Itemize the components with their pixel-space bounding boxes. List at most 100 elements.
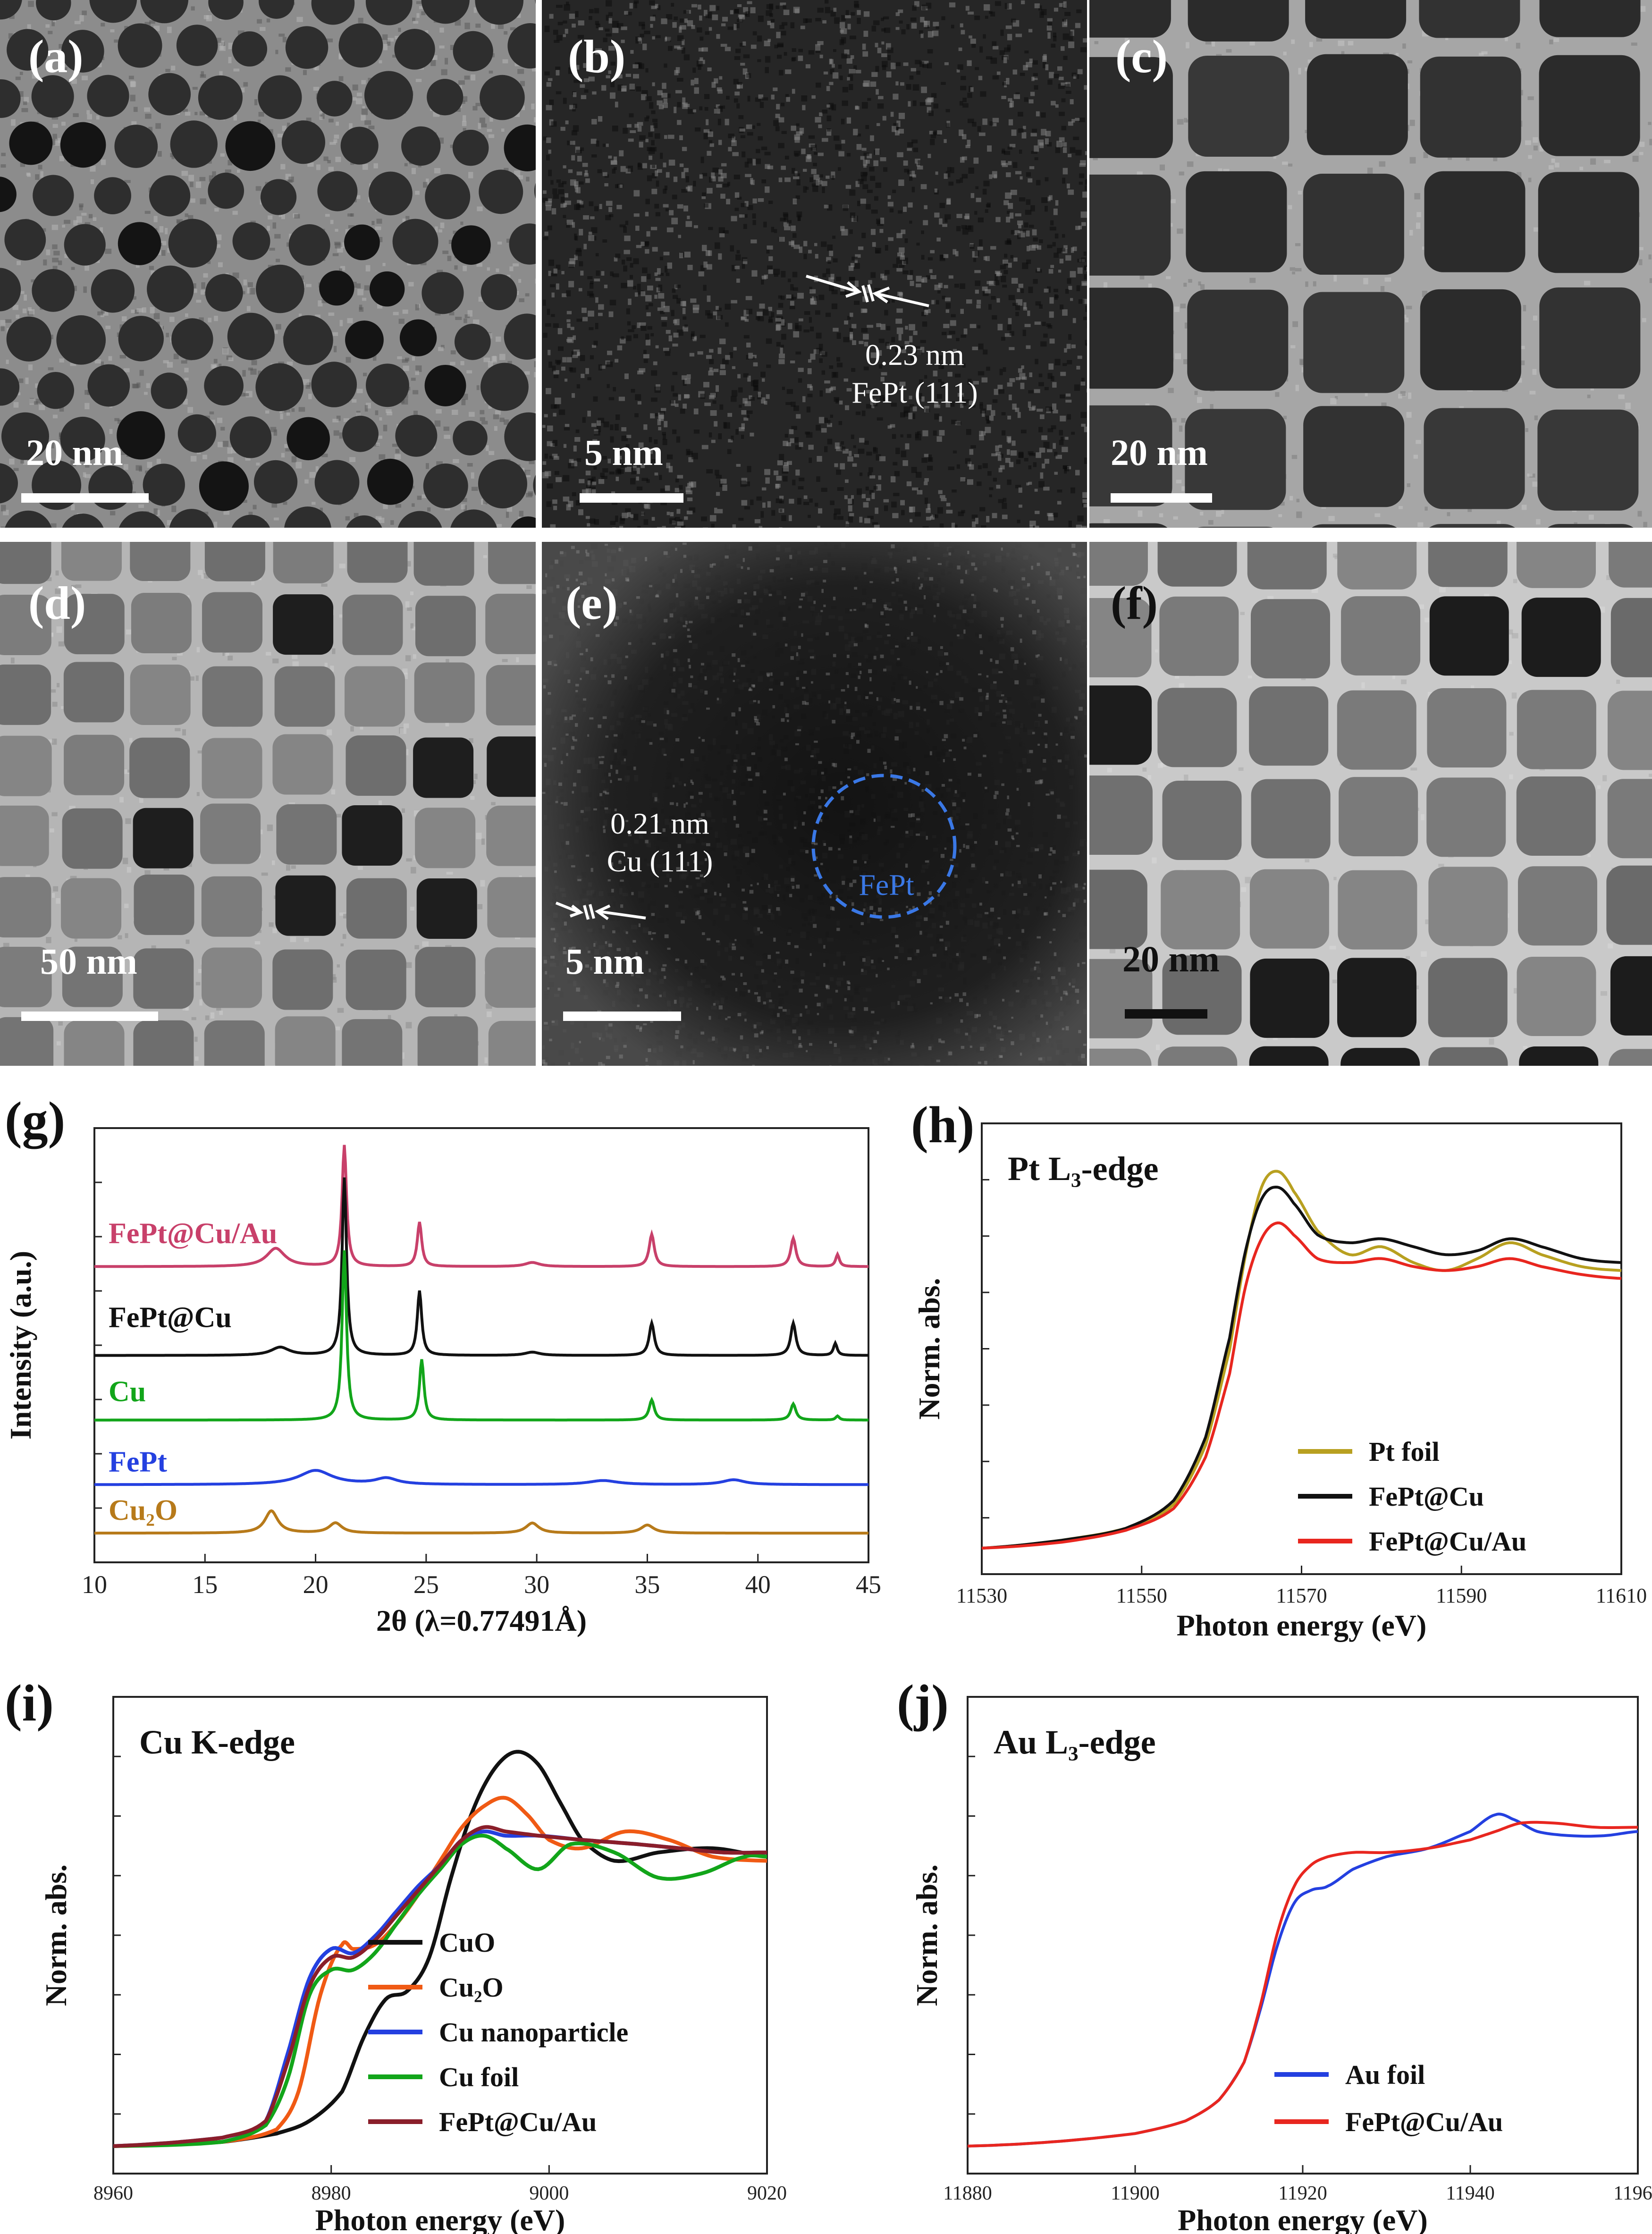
tem-panel-f: (f) 20 nm bbox=[1089, 542, 1652, 1066]
x-tick-label: 9020 bbox=[747, 2183, 787, 2204]
x-tick-label: 45 bbox=[856, 1570, 881, 1599]
legend-entry: Cu foil bbox=[439, 2062, 519, 2092]
x-tick-label: 11920 bbox=[1278, 2183, 1327, 2204]
tem-image-f bbox=[1089, 542, 1652, 1066]
fept-core-label: FePt bbox=[859, 868, 914, 902]
pt-l3-edge-chart: 11530 11550 11570 11590 11610 Photon energy (… bbox=[911, 1096, 1647, 1642]
tem-image-c bbox=[1089, 0, 1652, 528]
edge-title: Cu K-edge bbox=[139, 1723, 295, 1761]
series-label: Cu₂O bbox=[109, 1494, 177, 1526]
series-line bbox=[981, 1170, 1622, 1550]
panel-label: (h) bbox=[911, 1096, 974, 1154]
x-tick-label: 35 bbox=[634, 1570, 660, 1599]
x-tick-label: 11610 bbox=[1596, 1584, 1647, 1607]
tem-image-a bbox=[0, 0, 536, 528]
xrd-chart: 10 15 20 25 30 35 40 45 2θ (λ=0.77491Å) Intensity… bbox=[4, 1091, 881, 1637]
series-line bbox=[94, 1469, 868, 1486]
x-axis-label: Photon energy (eV) bbox=[1177, 1609, 1427, 1642]
series-line bbox=[981, 1221, 1622, 1550]
plot-frame bbox=[93, 1127, 869, 1563]
tem-panel-a: (a) 20 nm bbox=[0, 0, 536, 528]
x-tick-label: 15 bbox=[192, 1570, 218, 1599]
series-line bbox=[113, 1825, 767, 2148]
x-tick-label: 11900 bbox=[1111, 2183, 1159, 2204]
y-axis-label: Norm. abs. bbox=[912, 1278, 946, 1419]
series-line bbox=[113, 1796, 767, 2148]
scale-bar-d bbox=[21, 1012, 158, 1021]
y-axis-label: Intensity (a.u.) bbox=[4, 1251, 37, 1440]
x-tick-label: 8960 bbox=[93, 2183, 133, 2204]
x-tick-label: 10 bbox=[82, 1570, 107, 1599]
tem-image-d bbox=[0, 542, 536, 1066]
lattice-arrows-b bbox=[806, 275, 929, 307]
panel-label-e: (e) bbox=[565, 577, 618, 629]
lattice-arrows-e bbox=[555, 902, 646, 920]
y-axis-label: Norm. abs. bbox=[39, 1864, 73, 2006]
plot-frame bbox=[967, 1696, 1639, 2175]
x-tick-label: 20 bbox=[303, 1570, 329, 1599]
series-line bbox=[94, 1509, 868, 1535]
tem-panel-c: (c) 20 nm bbox=[1089, 0, 1652, 528]
series-line bbox=[981, 1185, 1622, 1550]
edge-title: Au L₃-edge bbox=[994, 1723, 1156, 1761]
x-tick-label: 40 bbox=[745, 1570, 771, 1599]
tem-panel-d: (d) 50 nm bbox=[0, 542, 536, 1066]
x-tick-label: 25 bbox=[413, 1570, 439, 1599]
panel-label: (j) bbox=[897, 1674, 949, 1732]
series-label: Cu bbox=[109, 1376, 146, 1408]
legend-entry: Cu nanoparticle bbox=[439, 2017, 628, 2048]
au-l3-edge-chart: 11880 11900 11920 11940 11960 Photon energy (… bbox=[897, 1674, 1652, 2234]
scale-bar-label-c: 20 nm bbox=[1111, 432, 1208, 473]
fept-core-circle bbox=[811, 774, 957, 919]
scale-bar-label-f: 20 nm bbox=[1122, 938, 1220, 979]
x-tick-label: 11940 bbox=[1446, 2183, 1494, 2204]
panel-label-b: (b) bbox=[568, 30, 626, 83]
panel-label-f: (f) bbox=[1111, 577, 1158, 629]
xanes-panel-j: 11880 11900 11920 11940 11960 Photon energy (… bbox=[883, 1654, 1652, 2234]
xrd-panel-g: 10 15 20 25 30 35 40 45 2θ (λ=0.77491Å) Intensity… bbox=[0, 1071, 883, 1652]
legend-entry: FePt@Cu bbox=[1369, 1481, 1484, 1512]
x-tick-label: 11880 bbox=[943, 2183, 992, 2204]
x-tick-label: 9000 bbox=[529, 2183, 569, 2204]
xanes-panel-h: 11530 11550 11570 11590 11610 Photon energy (… bbox=[883, 1071, 1652, 1652]
series-line bbox=[94, 1250, 868, 1422]
legend-entry: Au foil bbox=[1345, 2059, 1425, 2090]
x-axis-label: Photon energy (eV) bbox=[1178, 2203, 1428, 2234]
legend-entry: FePt@Cu/Au bbox=[439, 2107, 597, 2137]
plot-frame bbox=[981, 1122, 1622, 1575]
legend-entry: Pt foil bbox=[1369, 1436, 1440, 1467]
series-line bbox=[94, 1177, 868, 1357]
x-tick-label: 30 bbox=[524, 1570, 549, 1599]
series-line bbox=[967, 1812, 1638, 2148]
tem-panel-b: (b) 0.23 nm FePt (111) 5 nm bbox=[542, 0, 1087, 528]
series-line bbox=[94, 1145, 868, 1268]
y-axis-label: Norm. abs. bbox=[910, 1864, 944, 2006]
lattice-plane-b: FePt (111) bbox=[851, 376, 978, 409]
legend-entry: Cu₂O bbox=[439, 1972, 504, 2003]
x-tick-label: 11550 bbox=[1116, 1584, 1167, 1607]
edge-title: Pt L₃-edge bbox=[1008, 1150, 1159, 1188]
series-label: FePt@Cu/Au bbox=[109, 1217, 277, 1249]
x-tick-label: 11590 bbox=[1436, 1584, 1487, 1607]
panel-label-d: (d) bbox=[28, 577, 86, 629]
tem-panel-e: (e) 0.21 nm Cu (111) FePt 5 nm bbox=[542, 542, 1087, 1066]
x-tick-label: 8980 bbox=[312, 2183, 351, 2204]
tem-image-b bbox=[542, 0, 1087, 528]
panel-label: (i) bbox=[5, 1674, 54, 1732]
scale-bar-b bbox=[580, 493, 683, 503]
legend-entry: FePt@Cu/Au bbox=[1369, 1526, 1526, 1557]
x-tick-label: 11530 bbox=[956, 1584, 1007, 1607]
x-tick-label: 11570 bbox=[1276, 1584, 1327, 1607]
scale-bar-label-a: 20 nm bbox=[26, 432, 123, 473]
legend-entry: CuO bbox=[439, 1927, 495, 1958]
xanes-panel-i: 8960 8980 9000 9020 Photon energy (eV) Norm. … bbox=[0, 1654, 883, 2234]
x-axis-label: 2θ (λ=0.77491Å) bbox=[376, 1604, 587, 1637]
cu-k-edge-chart: 8960 8980 9000 9020 Photon energy (eV) Norm. … bbox=[5, 1674, 787, 2234]
scale-bar-label-e: 5 nm bbox=[565, 941, 644, 982]
lattice-spacing-b: 0.23 nm bbox=[865, 338, 964, 371]
scale-bar-a bbox=[21, 493, 149, 503]
scale-bar-c bbox=[1111, 493, 1212, 503]
series-label: FePt bbox=[109, 1446, 167, 1478]
scale-bar-f bbox=[1125, 1009, 1207, 1019]
series-line bbox=[967, 1821, 1638, 2148]
